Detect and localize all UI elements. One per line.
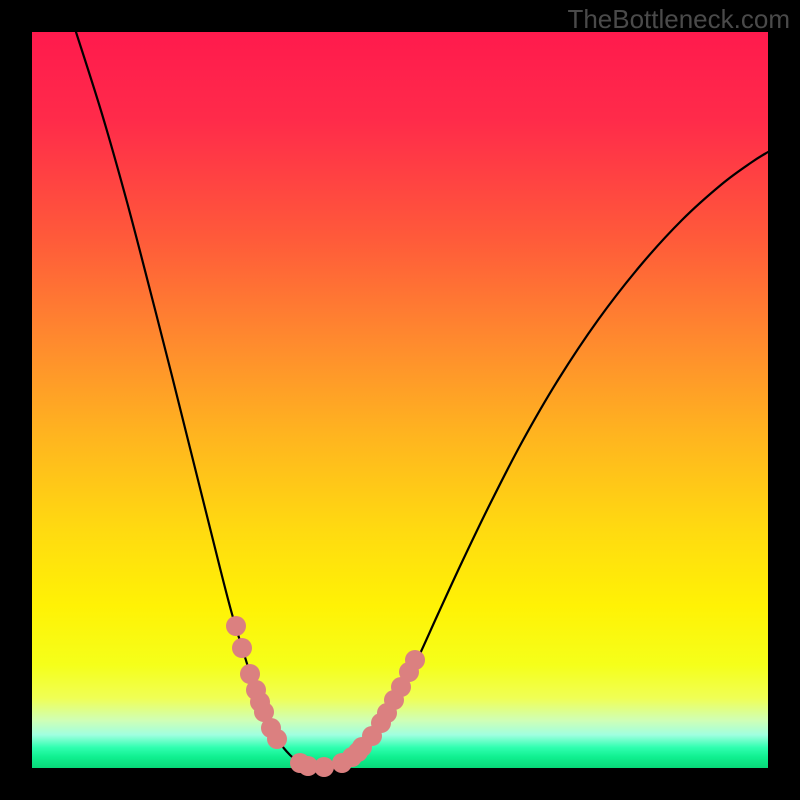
watermark-text: TheBottleneck.com: [567, 4, 790, 35]
scatter-dot: [314, 757, 334, 777]
bottleneck-curve: [32, 32, 768, 768]
scatter-dot: [267, 729, 287, 749]
scatter-dot: [232, 638, 252, 658]
plot-area: [32, 32, 768, 768]
scatter-dot: [226, 616, 246, 636]
chart-frame: TheBottleneck.com: [0, 0, 800, 800]
scatter-dot: [405, 650, 425, 670]
